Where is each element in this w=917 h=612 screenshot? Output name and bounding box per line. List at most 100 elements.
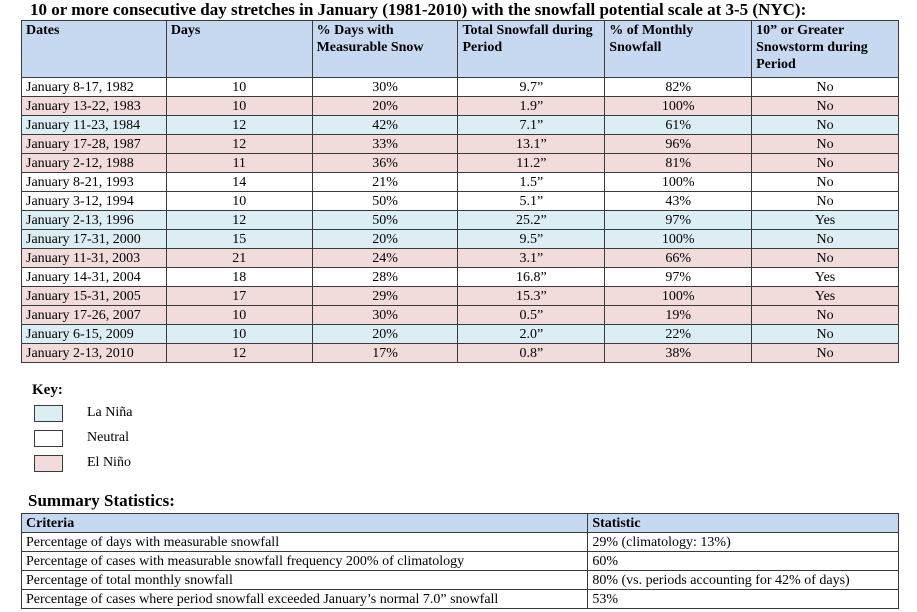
summary-title: Summary Statistics: xyxy=(28,491,175,510)
table-cell: 42% xyxy=(311,115,459,135)
table-cell: No xyxy=(751,248,899,268)
table-cell: Yes xyxy=(751,210,899,230)
table-cell: January 14-31, 2004 xyxy=(21,267,167,287)
table-cell: 61% xyxy=(604,115,753,135)
header-pct-days-measurable-snow: % Days with Measurable Snow xyxy=(311,20,459,78)
header-statistic: Statistic xyxy=(587,513,899,533)
table-cell: 12 xyxy=(165,134,313,154)
table-cell: 43% xyxy=(604,191,753,211)
table-cell: January 15-31, 2005 xyxy=(21,286,167,306)
table-cell: 81% xyxy=(604,153,753,173)
header-days: Days xyxy=(165,20,313,78)
table-cell: January 2-12, 1988 xyxy=(21,153,167,173)
header-criteria: Criteria xyxy=(20,513,589,533)
table-cell: 22% xyxy=(604,324,753,344)
snowfall-stretches-table: Dates Days % Days with Measurable Snow T… xyxy=(21,20,899,363)
table-cell: 15.3” xyxy=(457,286,606,306)
key-item-neutral: Neutral xyxy=(34,429,129,447)
table-row: January 14-31, 2004 18 28% 16.8” 97% Yes xyxy=(21,267,899,287)
table-cell: January 13-22, 1983 xyxy=(21,96,167,116)
table-cell: 82% xyxy=(604,77,753,97)
table-cell: 30% xyxy=(311,77,459,97)
table-cell: 25.2” xyxy=(457,210,606,230)
table-cell: January 2-13, 2010 xyxy=(21,343,167,363)
page-title: 10 or more consecutive day stretches in … xyxy=(30,0,807,19)
table-cell: 16.8” xyxy=(457,267,606,287)
summary-statistic-cell: 60% xyxy=(587,551,899,571)
table-cell: No xyxy=(751,191,899,211)
table-cell: 33% xyxy=(311,134,459,154)
table-cell: January 17-31, 2000 xyxy=(21,229,167,249)
table-cell: 21% xyxy=(311,172,459,192)
table-cell: January 8-17, 1982 xyxy=(21,77,167,97)
summary-criteria-cell: Percentage of days with measurable snowf… xyxy=(20,532,589,552)
table-row: January 17-31, 2000 15 20% 9.5” 100% No xyxy=(21,229,899,249)
table-cell: January 11-23, 1984 xyxy=(21,115,167,135)
key-item-elnino: El Niño xyxy=(34,454,131,472)
table-cell: 18 xyxy=(165,267,313,287)
table-cell: January 8-21, 1993 xyxy=(21,172,167,192)
table-cell: 100% xyxy=(604,172,753,192)
table-cell: 1.5” xyxy=(457,172,606,192)
table-cell: No xyxy=(751,153,899,173)
table-cell: 11 xyxy=(165,153,313,173)
table-row: January 17-28, 1987 12 33% 13.1” 96% No xyxy=(21,134,899,154)
table-cell: 7.1” xyxy=(457,115,606,135)
table-cell: 100% xyxy=(604,229,753,249)
table-row: January 2-13, 1996 12 50% 25.2” 97% Yes xyxy=(21,210,899,230)
key-swatch xyxy=(34,454,63,472)
table-cell: 10 xyxy=(165,77,313,97)
header-dates: Dates xyxy=(21,20,167,78)
summary-row: Percentage of cases with measurable snow… xyxy=(20,551,899,571)
table-cell: 24% xyxy=(311,248,459,268)
table-cell: 21 xyxy=(165,248,313,268)
table-cell: 2.0” xyxy=(457,324,606,344)
table-cell: January 17-28, 1987 xyxy=(21,134,167,154)
summary-criteria-cell: Percentage of total monthly snowfall xyxy=(20,570,589,590)
table-cell: January 17-26, 2007 xyxy=(21,305,167,325)
table-cell: 50% xyxy=(311,191,459,211)
table-row: January 6-15, 2009 10 20% 2.0” 22% No xyxy=(21,324,899,344)
table-cell: January 3-12, 1994 xyxy=(21,191,167,211)
table-cell: 100% xyxy=(604,286,753,306)
table-cell: 1.9” xyxy=(457,96,606,116)
table-cell: 3.1” xyxy=(457,248,606,268)
summary-row: Percentage of days with measurable snowf… xyxy=(20,532,899,552)
table-cell: No xyxy=(751,229,899,249)
key-swatch xyxy=(34,404,63,422)
table-cell: 20% xyxy=(311,324,459,344)
table-cell: Yes xyxy=(751,286,899,306)
table-cell: No xyxy=(751,134,899,154)
summary-criteria-cell: Percentage of cases with measurable snow… xyxy=(20,551,589,571)
table-cell: 17% xyxy=(311,343,459,363)
table-cell: 20% xyxy=(311,229,459,249)
table-row: January 17-26, 2007 10 30% 0.5” 19% No xyxy=(21,305,899,325)
table-cell: January 2-13, 1996 xyxy=(21,210,167,230)
table-row: January 13-22, 1983 10 20% 1.9” 100% No xyxy=(21,96,899,116)
table-cell: No xyxy=(751,115,899,135)
key-label: El Niño xyxy=(87,455,131,470)
table-cell: No xyxy=(751,96,899,116)
table-cell: 19% xyxy=(604,305,753,325)
table-cell: 0.8” xyxy=(457,343,606,363)
table-cell: 13.1” xyxy=(457,134,606,154)
table-cell: 30% xyxy=(311,305,459,325)
table-cell: 12 xyxy=(165,343,313,363)
summary-header-row: Criteria Statistic xyxy=(20,513,899,533)
table-cell: 10 xyxy=(165,96,313,116)
table-cell: No xyxy=(751,343,899,363)
table-cell: 10 xyxy=(165,305,313,325)
key-title: Key: xyxy=(32,382,63,398)
summary-row: Percentage of total monthly snowfall 80% … xyxy=(20,570,899,590)
table-row: January 8-21, 1993 14 21% 1.5” 100% No xyxy=(21,172,899,192)
table-cell: 12 xyxy=(165,115,313,135)
table-cell: 100% xyxy=(604,96,753,116)
summary-statistic-cell: 80% (vs. periods accounting for 42% of d… xyxy=(587,570,899,590)
key-swatch xyxy=(34,429,63,447)
table-cell: January 6-15, 2009 xyxy=(21,324,167,344)
table-cell: No xyxy=(751,172,899,192)
table-cell: 66% xyxy=(604,248,753,268)
summary-statistic-cell: 53% xyxy=(587,589,899,609)
table-row: January 11-23, 1984 12 42% 7.1” 61% No xyxy=(21,115,899,135)
table-row: January 11-31, 2003 21 24% 3.1” 66% No xyxy=(21,248,899,268)
